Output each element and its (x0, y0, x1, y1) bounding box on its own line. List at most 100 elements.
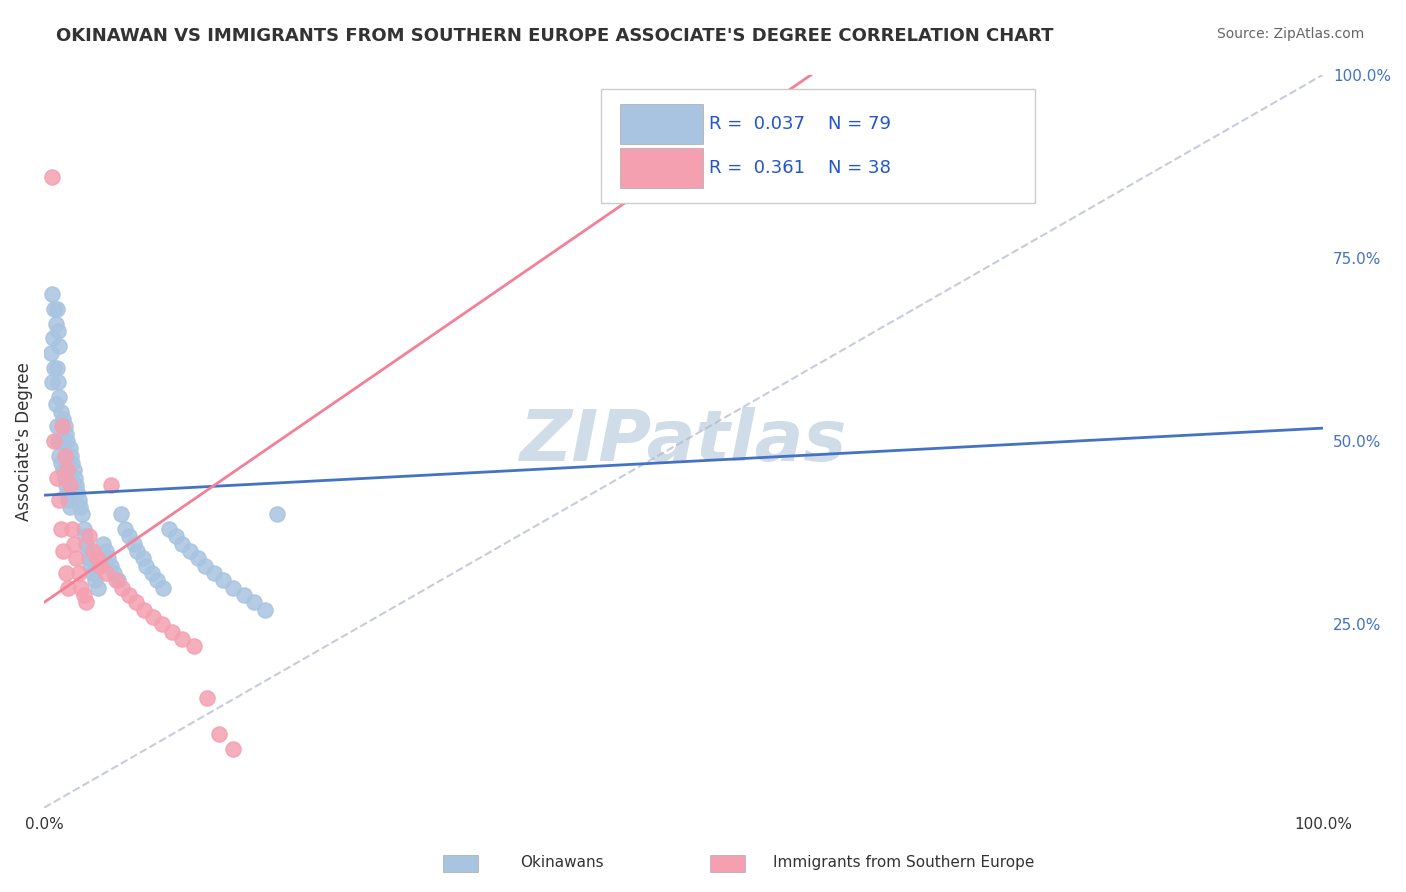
Point (73, 529, 96, 543)
Point (41, 170, 63, 185)
Point (110, 508, 132, 522)
Point (100, 478, 122, 492)
Text: OKINAWAN VS IMMIGRANTS FROM SOUTHERN EUROPE ASSOCIATE'S DEGREE CORRELATION CHART: OKINAWAN VS IMMIGRANTS FROM SOUTHERN EUR… (56, 27, 1053, 45)
Point (77, 551, 100, 566)
Point (107, 574, 129, 588)
Point (94, 566, 117, 580)
Point (73, 522, 96, 536)
Point (65, 478, 87, 492)
Point (53, 449, 76, 463)
Point (75, 595, 97, 609)
Point (89, 558, 111, 573)
Point (52, 412, 75, 426)
Point (51, 419, 73, 434)
Point (48, 390, 70, 404)
Point (58, 581, 80, 595)
Point (56, 463, 79, 477)
Point (212, 574, 235, 588)
Point (45, 397, 67, 411)
Point (41, 376, 63, 390)
Point (232, 588, 254, 602)
Point (48, 339, 70, 353)
Point (67, 492, 90, 507)
Point (86, 551, 108, 566)
Point (97, 551, 120, 566)
Point (59, 478, 82, 492)
Point (46, 324, 69, 338)
Text: R =  0.037    N = 79: R = 0.037 N = 79 (709, 115, 891, 134)
Point (77, 529, 100, 543)
Point (165, 529, 187, 543)
Point (60, 456, 83, 470)
Point (66, 485, 89, 500)
Point (152, 581, 174, 595)
Bar (443, 855, 478, 872)
Point (62, 537, 84, 551)
Point (243, 595, 266, 609)
Point (58, 492, 80, 507)
Point (141, 566, 163, 580)
Point (55, 566, 77, 580)
FancyBboxPatch shape (620, 103, 703, 145)
Point (254, 603, 277, 617)
Point (45, 302, 67, 317)
Point (44, 434, 66, 449)
Point (160, 624, 183, 639)
Text: R =  0.361    N = 38: R = 0.361 N = 38 (709, 160, 891, 178)
Point (70, 581, 93, 595)
Point (76, 544, 98, 558)
Point (45, 360, 67, 375)
Point (52, 463, 75, 477)
Point (117, 588, 139, 602)
Point (59, 449, 82, 463)
Point (65, 551, 87, 566)
Point (172, 537, 194, 551)
Point (69, 500, 91, 514)
Text: Immigrants from Southern Europe: Immigrants from Southern Europe (773, 855, 1035, 870)
Point (131, 551, 153, 566)
Point (55, 478, 77, 492)
Point (55, 426, 77, 441)
Point (42, 331, 65, 345)
Point (79, 558, 101, 573)
Point (266, 508, 288, 522)
Point (122, 537, 145, 551)
Point (73, 588, 96, 602)
Point (45, 419, 67, 434)
FancyBboxPatch shape (620, 148, 703, 188)
Point (183, 640, 205, 654)
Point (46, 434, 69, 449)
Point (125, 595, 148, 609)
Point (132, 603, 155, 617)
Point (187, 551, 209, 566)
Point (104, 574, 127, 588)
Point (202, 566, 225, 580)
Point (91, 537, 114, 551)
Bar (710, 855, 745, 872)
Point (48, 492, 70, 507)
Point (56, 434, 79, 449)
Point (82, 544, 104, 558)
Point (222, 581, 245, 595)
Point (53, 419, 76, 434)
Point (44, 302, 66, 317)
Point (82, 566, 104, 580)
Point (172, 632, 194, 646)
Point (179, 544, 201, 558)
Text: Okinawans: Okinawans (520, 855, 603, 870)
Point (45, 471, 67, 485)
Point (103, 566, 125, 580)
Point (100, 558, 122, 573)
Point (63, 471, 86, 485)
Point (208, 727, 231, 741)
Point (145, 574, 167, 588)
Point (195, 690, 218, 705)
Text: ZIPatlas: ZIPatlas (520, 407, 848, 475)
Point (84, 574, 107, 588)
Point (87, 581, 110, 595)
Y-axis label: Associate's Degree: Associate's Degree (15, 361, 32, 521)
Point (72, 508, 94, 522)
Point (150, 617, 173, 632)
Point (127, 544, 149, 558)
Point (117, 529, 139, 543)
